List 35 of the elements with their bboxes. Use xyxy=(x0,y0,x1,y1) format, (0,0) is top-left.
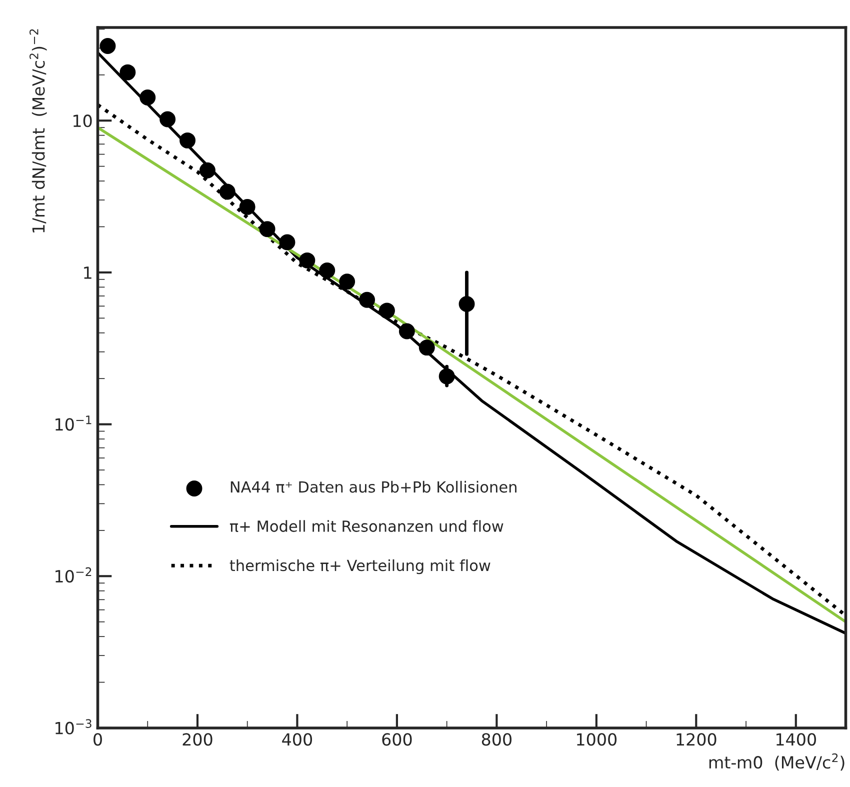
y-tick-label: 10$^{−1}$ xyxy=(56,416,92,431)
x-tick-label: 400 xyxy=(282,733,312,746)
y-tick-label: 10 xyxy=(74,114,92,128)
point xyxy=(140,89,156,106)
point xyxy=(279,234,296,250)
x-tick-label: 1000 xyxy=(577,733,617,746)
y-tick-label: 10$^{−3}$ xyxy=(56,719,92,734)
x-tick-label: 0 xyxy=(94,733,102,746)
point xyxy=(379,302,395,319)
y-tick-label: 1 xyxy=(84,266,92,279)
legend-label: thermische π+ Verteilung mit flow xyxy=(230,559,490,574)
point xyxy=(180,132,196,148)
x-tick-label: 600 xyxy=(382,733,412,746)
x-tick-label: 200 xyxy=(182,733,212,746)
point xyxy=(319,262,336,278)
point xyxy=(339,274,356,290)
y-axis-title: 1/mt dN/dmt (MeV/c$^{2}$)$^{−2}$ xyxy=(30,29,47,232)
point xyxy=(100,38,116,54)
x-tick-label: 1200 xyxy=(676,733,716,746)
point xyxy=(239,198,256,215)
point xyxy=(160,111,176,128)
point xyxy=(418,340,435,356)
legend-label: π+ Modell mit Resonanzen und flow xyxy=(230,520,504,532)
point xyxy=(359,292,376,308)
x-tick-label: 800 xyxy=(482,733,512,746)
x-axis-title: mt-m0 (MeV/c$^{2}$) xyxy=(709,753,844,771)
point xyxy=(299,252,316,268)
point xyxy=(199,162,216,178)
x-tick-label: 1400 xyxy=(776,733,816,746)
point xyxy=(120,64,136,80)
legend-label: NA44 π⁺ Daten aus Pb+Pb Kollisionen xyxy=(230,480,516,493)
point xyxy=(219,184,236,200)
point xyxy=(398,323,415,340)
point xyxy=(259,221,276,238)
y-tick-label: 10$^{−2}$ xyxy=(56,567,92,583)
